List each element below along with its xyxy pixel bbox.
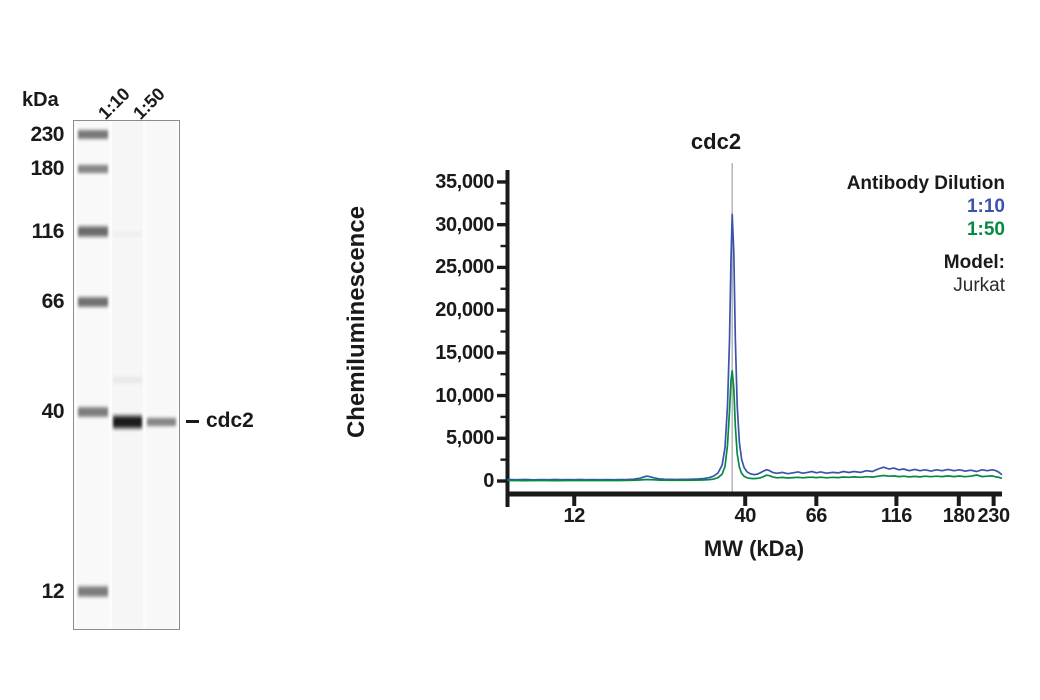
gel-band: [78, 404, 108, 419]
band-pointer-dash: [186, 420, 199, 423]
gel-band: [78, 128, 108, 141]
gel-band: [78, 224, 108, 239]
x-tick-label: 12: [563, 505, 586, 527]
y-minor-tick: [500, 202, 506, 205]
y-axis-title: Chemiluminescence: [343, 205, 370, 439]
x-tick-label: 66: [805, 505, 828, 527]
x-tick-label: 230: [977, 505, 1011, 527]
chart-title: cdc2: [690, 129, 742, 154]
y-minor-tick: [500, 330, 506, 333]
marker-weight-label: 230: [30, 123, 64, 146]
y-tick-label: 10,000: [435, 384, 494, 407]
y-major-tick: [497, 222, 506, 227]
y-major-tick: [497, 180, 506, 184]
gel-band: [113, 374, 142, 385]
marker-weight-label: 116: [31, 220, 65, 243]
x-major-tick: [991, 496, 996, 506]
kda-units-label: kDa: [22, 89, 59, 111]
legend-spacer: [805, 241, 1005, 251]
gel-band: [78, 294, 108, 309]
y-major-tick: [497, 265, 506, 270]
legend-entry-1-50: 1:50: [966, 219, 1005, 240]
x-major-tick: [572, 496, 577, 506]
y-major-tick: [497, 308, 506, 312]
y-tick-label: 5,000: [445, 427, 494, 450]
y-tick-label: 35,000: [435, 170, 494, 193]
marker-weight-label: 12: [41, 580, 65, 603]
y-axis-line: [505, 170, 510, 507]
y-major-tick: [497, 351, 506, 355]
gel-band: [113, 229, 142, 238]
x-major-tick: [814, 496, 819, 506]
marker-weight-label: 180: [30, 157, 64, 180]
x-major-tick: [894, 496, 899, 506]
blot-frame: [73, 120, 180, 630]
y-major-tick: [497, 436, 506, 440]
y-minor-tick: [500, 373, 506, 376]
legend-entry-1-10: 1:10: [966, 196, 1005, 217]
y-tick-label: 20,000: [435, 299, 494, 322]
marker-weight-label: 66: [41, 290, 65, 313]
y-minor-tick: [500, 415, 506, 419]
lane-dilution-1-10: [112, 121, 143, 629]
y-major-tick: [497, 479, 506, 483]
series-line-1-10: [507, 213, 1003, 481]
legend-title: Antibody Dilution: [846, 173, 1005, 194]
x-tick-label: 116: [880, 505, 912, 527]
band-annotation: cdc2: [206, 409, 254, 432]
x-axis-title: MW (kDa): [703, 536, 805, 561]
series-line-1-50: [507, 369, 1003, 482]
legend-model-value: Jurkat: [953, 275, 1005, 296]
x-tick-label: 40: [734, 505, 756, 527]
chart-legend: Antibody Dilution 1:10 1:50 Model: Jurka…: [805, 172, 1005, 297]
y-tick-label: 25,000: [435, 256, 494, 279]
y-major-tick: [497, 393, 506, 398]
marker-weight-label: 40: [41, 400, 65, 423]
y-tick-label: 15,000: [435, 341, 494, 364]
y-minor-tick: [500, 287, 506, 290]
gel-band: [78, 162, 108, 175]
y-minor-tick: [500, 244, 506, 248]
x-major-tick: [743, 496, 748, 506]
x-axis-line: [505, 491, 1002, 497]
y-tick-label: 0: [483, 470, 494, 492]
legend-model-label: Model:: [943, 252, 1005, 273]
x-tick-label: 180: [942, 505, 976, 527]
gel-band: [78, 584, 108, 599]
x-major-tick: [956, 496, 961, 506]
y-minor-tick: [500, 458, 506, 461]
gel-band: [113, 412, 142, 431]
gel-band: [147, 415, 176, 428]
y-tick-label: 30,000: [435, 213, 494, 236]
